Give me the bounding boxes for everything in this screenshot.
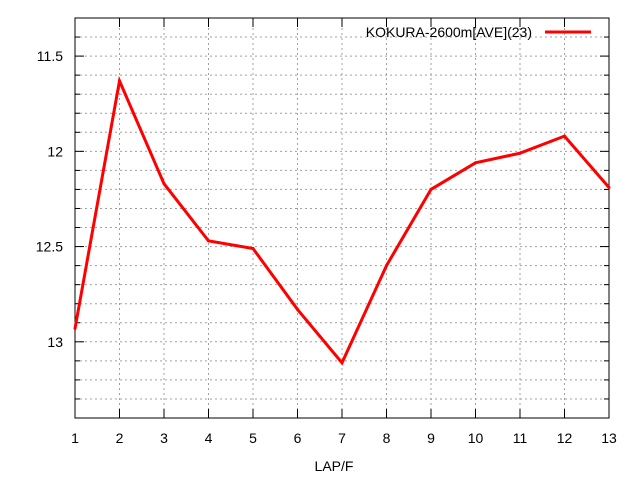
data-point: [251, 246, 255, 250]
y-tick-label: 13: [47, 334, 63, 350]
data-point: [340, 361, 344, 365]
x-axis-ticks: 1 2 3 4 5 6 7 8 9 10 11 12 13: [71, 18, 617, 446]
x-tick-label: 10: [468, 430, 484, 446]
data-point: [296, 307, 299, 311]
x-tick-label: 2: [116, 430, 124, 446]
data-point: [518, 151, 522, 155]
data-point: [385, 264, 388, 268]
data-point: [207, 239, 210, 243]
legend-label: KOKURA-2600m[AVE](23): [366, 24, 532, 40]
y-axis-ticks: 11.5 12 12.5 13: [36, 48, 609, 350]
x-tick-label: 8: [383, 430, 391, 446]
y-tick-label: 12.5: [36, 239, 63, 255]
x-tick-label: 11: [513, 430, 528, 446]
x-tick-label: 7: [338, 430, 346, 446]
x-tick-label: 5: [249, 430, 257, 446]
x-tick-label: 3: [160, 430, 168, 446]
data-point: [563, 134, 566, 138]
data-point: [118, 79, 121, 83]
x-tick-label: 13: [601, 430, 617, 446]
legend: KOKURA-2600m[AVE](23): [366, 24, 591, 40]
x-tick-label: 1: [71, 430, 79, 446]
series-layer: [73, 75, 611, 366]
x-axis-title: LAP/F: [315, 458, 354, 474]
data-point: [73, 326, 77, 330]
x-tick-label: 6: [294, 430, 302, 446]
x-tick-label: 12: [557, 430, 573, 446]
data-point: [162, 182, 166, 186]
y-tick-label: 12: [47, 143, 63, 159]
data-point: [429, 187, 433, 191]
x-tick-label: 9: [427, 430, 435, 446]
x-tick-label: 4: [205, 430, 213, 446]
data-point: [474, 161, 477, 165]
y-tick-label: 11.5: [37, 48, 63, 64]
grid: [75, 17, 609, 419]
data-point: [607, 186, 611, 190]
